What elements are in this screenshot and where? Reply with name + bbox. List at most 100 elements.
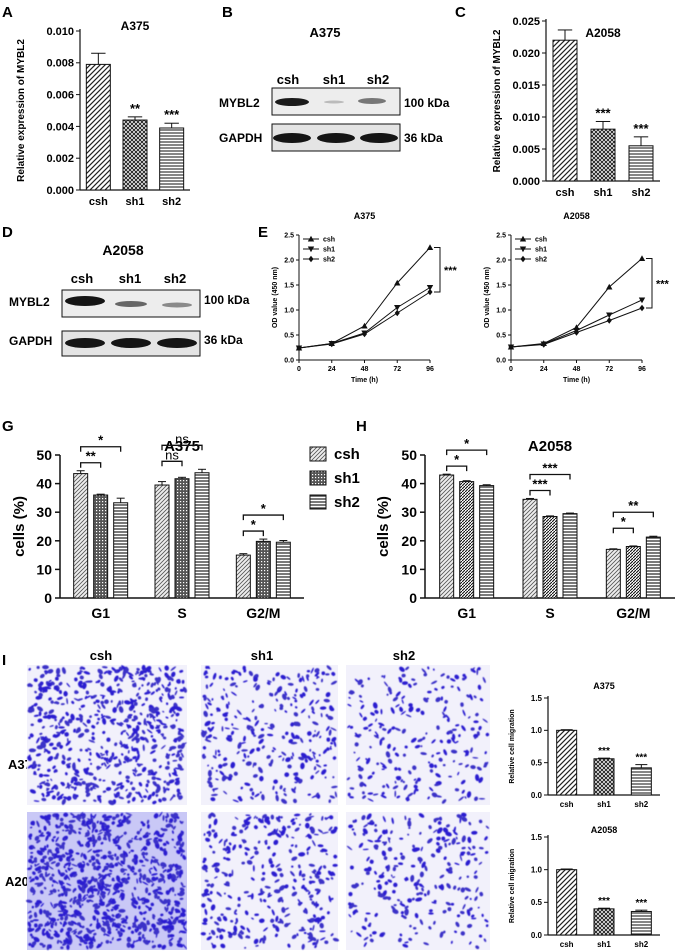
stained-cell — [100, 700, 104, 705]
stained-cell — [37, 768, 40, 771]
stained-cell — [208, 783, 213, 788]
stained-cell — [78, 683, 83, 689]
stained-cell — [161, 828, 168, 832]
significance-label: ns — [175, 431, 189, 446]
stained-cell — [97, 668, 104, 675]
stained-cell — [307, 755, 312, 762]
stained-cell — [135, 672, 137, 676]
stained-cell — [107, 686, 112, 692]
significance-bracket — [434, 247, 441, 293]
stained-cell — [175, 706, 183, 712]
stained-cell — [85, 790, 89, 794]
stained-cell — [76, 900, 81, 906]
stained-cell — [42, 928, 46, 933]
stained-cell — [116, 722, 124, 726]
stained-cell — [125, 779, 130, 783]
stained-cell — [167, 902, 171, 906]
stained-cell — [182, 885, 186, 888]
stained-cell — [284, 691, 288, 696]
stained-cell — [246, 724, 254, 729]
stained-cell — [122, 730, 127, 733]
stained-cell — [366, 757, 371, 765]
stained-cell — [310, 757, 314, 760]
stained-cell — [137, 905, 141, 910]
stained-cell — [153, 813, 159, 819]
significance-label: * — [454, 452, 460, 467]
stained-cell — [120, 731, 124, 735]
stained-cell — [73, 782, 78, 786]
stained-cell — [380, 762, 386, 767]
stained-cell — [34, 923, 38, 928]
stained-cell — [77, 671, 82, 675]
stained-cell — [31, 821, 35, 826]
stained-cell — [93, 799, 97, 802]
stained-cell — [462, 709, 466, 717]
stained-cell — [34, 690, 37, 694]
stained-cell — [174, 687, 177, 690]
stained-cell — [27, 858, 33, 863]
stained-cell — [113, 756, 118, 760]
stained-cell — [400, 779, 403, 783]
stained-cell — [116, 782, 123, 786]
stained-cell — [408, 827, 411, 829]
stained-cell — [137, 696, 142, 700]
stained-cell — [141, 703, 146, 707]
stained-cell — [109, 869, 113, 872]
bar — [479, 485, 495, 599]
lane-label: csh — [71, 271, 93, 286]
stained-cell — [461, 725, 466, 732]
stained-cell — [49, 714, 57, 719]
stained-cell — [381, 737, 385, 741]
cell-cluster — [27, 664, 187, 806]
stained-cell — [180, 830, 184, 834]
stained-cell — [230, 730, 235, 736]
stained-cell — [150, 858, 153, 865]
y-tick-label: 30 — [36, 504, 52, 520]
stained-cell — [78, 879, 84, 886]
stained-cell — [136, 670, 140, 675]
stained-cell — [69, 898, 73, 903]
stained-cell — [228, 701, 230, 706]
stained-cell — [118, 821, 124, 826]
stained-cell — [390, 707, 395, 714]
stained-cell — [394, 727, 401, 732]
stained-cell — [96, 721, 99, 725]
stained-cell — [69, 867, 74, 870]
stained-cell — [140, 821, 144, 824]
stained-cell — [111, 914, 115, 918]
stained-cell — [72, 793, 75, 799]
legend-label: sh1 — [323, 247, 335, 254]
stained-cell — [249, 748, 255, 755]
stained-cell — [141, 901, 146, 905]
y-tick-label: 0 — [44, 590, 52, 606]
stained-cell — [120, 740, 123, 745]
y-tick-label: 0.010 — [512, 112, 540, 124]
stained-cell — [346, 777, 351, 781]
stained-cell — [126, 793, 132, 799]
stained-cell — [101, 666, 108, 669]
stained-cell — [80, 886, 86, 894]
stained-cell — [86, 862, 90, 866]
stained-cell — [431, 754, 434, 758]
x-tick-label: sh2 — [162, 196, 181, 208]
stained-cell — [73, 772, 80, 778]
stained-cell — [155, 719, 162, 722]
panel-letter-c: C — [455, 4, 466, 21]
stained-cell — [124, 718, 129, 723]
stained-cell — [429, 769, 434, 773]
stained-cell — [61, 754, 66, 761]
lane-label: sh1 — [323, 72, 345, 87]
stained-cell — [151, 873, 158, 876]
panel-letter-b: B — [222, 4, 233, 21]
stained-cell — [457, 686, 461, 692]
stained-cell — [38, 692, 43, 698]
stained-cell — [165, 819, 168, 823]
stained-cell — [97, 861, 101, 865]
stained-cell — [466, 694, 471, 698]
stained-cell — [131, 737, 136, 742]
stained-cell — [157, 687, 161, 691]
stained-cell — [170, 725, 174, 728]
stained-cell — [66, 927, 73, 932]
stained-cell — [231, 869, 234, 877]
stained-cell — [138, 671, 143, 677]
